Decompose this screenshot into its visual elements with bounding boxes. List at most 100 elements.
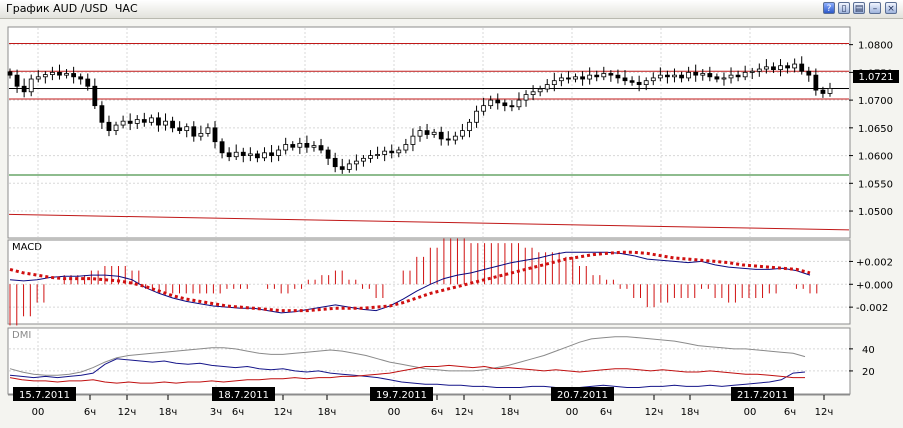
help-icon[interactable]: ?	[823, 2, 835, 14]
candle-body	[14, 74, 20, 87]
candle-body	[516, 99, 522, 108]
current-price-box	[853, 70, 899, 83]
candle-body	[106, 121, 112, 132]
candle-body	[474, 110, 479, 123]
candle-body	[198, 132, 204, 137]
candle-body	[120, 120, 126, 126]
candle-body	[339, 166, 345, 170]
time-tick-label: 18ч	[681, 407, 700, 418]
macd-tick-label: +0.002	[856, 257, 893, 268]
candle-body	[410, 135, 416, 145]
candle-body	[417, 130, 423, 137]
candle-body	[452, 135, 458, 141]
candle-body	[396, 149, 402, 154]
minimize-icon[interactable]: –	[869, 2, 881, 14]
macd-title: MACD	[12, 242, 42, 253]
time-tick-label: 6ч	[784, 407, 796, 418]
chart-area[interactable]: 1.08001.07501.07001.06501.06001.05501.05…	[0, 18, 903, 428]
candle-body	[721, 77, 727, 80]
candle-body	[622, 77, 628, 82]
candle-body	[778, 65, 783, 71]
restore-icon[interactable]: ▯	[838, 2, 850, 14]
date-label-box	[551, 387, 614, 401]
candle-body	[502, 102, 508, 107]
price-tick-label: 1.0700	[858, 96, 893, 107]
candle-body	[509, 105, 515, 108]
candle-body	[785, 65, 790, 69]
date-label: 20.7.2011	[557, 390, 608, 401]
time-tick-label: 6ч	[232, 407, 244, 418]
price-tick-label: 1.0800	[858, 41, 893, 52]
macd-panel[interactable]	[7, 239, 851, 325]
candle-body	[615, 74, 621, 79]
candle-body	[799, 63, 805, 72]
price-tick-label: 1.0550	[858, 179, 893, 190]
candle-body	[806, 70, 812, 76]
candle-body	[113, 124, 119, 132]
candle-body	[403, 144, 409, 151]
time-tick-label: 6ч	[84, 407, 96, 418]
candle-body	[368, 155, 373, 159]
candle-body	[544, 84, 550, 90]
date-label-box	[731, 387, 794, 401]
window-title: График AUD /USD ЧАС	[6, 2, 138, 15]
candle-body	[346, 163, 352, 170]
candle-body	[353, 160, 359, 165]
candle-body	[92, 85, 98, 107]
candle-body	[657, 74, 663, 79]
price-tick-label: 1.0500	[858, 207, 893, 218]
candle-body	[64, 73, 69, 76]
candle-body	[134, 119, 140, 124]
candle-body	[580, 76, 585, 80]
tile-icon[interactable]: ▤	[853, 2, 865, 14]
time-tick-label: 12ч	[815, 407, 834, 418]
time-tick-label: 12ч	[455, 407, 474, 418]
candle-body	[523, 94, 529, 101]
candle-body	[714, 76, 720, 80]
time-tick-label: 12ч	[118, 407, 137, 418]
candle-body	[35, 76, 41, 80]
trend-line	[8, 213, 850, 231]
time-tick-label: 18ч	[501, 407, 520, 418]
title-bar[interactable]: График AUD /USD ЧАС ? ▯ ▤ – ×	[0, 0, 903, 19]
candle-body	[148, 117, 154, 123]
time-tick-label: 6ч	[431, 407, 443, 418]
candle-body	[163, 120, 168, 126]
macd-signal-line	[9, 250, 811, 313]
time-tick-label: 00	[744, 407, 757, 418]
candle-body	[650, 77, 656, 82]
candle-body	[771, 66, 776, 71]
time-tick-label: 6ч	[600, 407, 612, 418]
candle-body	[707, 73, 713, 78]
date-label-box	[13, 387, 76, 401]
candle-body	[665, 74, 670, 78]
current-price-label: 1.0721	[859, 72, 894, 83]
candle-body	[827, 88, 833, 94]
price-tick-label: 1.0600	[858, 152, 893, 163]
candle-body	[21, 85, 27, 93]
candle-body	[629, 80, 635, 83]
close-icon[interactable]: ×	[885, 2, 897, 14]
time-tick-label: 18ч	[318, 407, 337, 418]
candle-body	[537, 88, 543, 93]
candle-body	[735, 74, 741, 78]
candle-body	[643, 80, 649, 85]
date-label-box	[370, 387, 433, 401]
candle-body	[467, 121, 472, 132]
candle-body	[184, 126, 190, 132]
candle-body	[212, 127, 218, 143]
candle-body	[375, 154, 380, 156]
candle-body	[325, 149, 331, 159]
candle-body	[127, 120, 133, 124]
time-tick-label: 00	[32, 407, 45, 418]
time-tick-label: 12ч	[274, 407, 293, 418]
date-label: 15.7.2011	[19, 390, 70, 401]
candle-body	[297, 142, 303, 148]
dmi-minus-di-line	[9, 364, 805, 384]
price-tick-label: 1.0650	[858, 124, 893, 135]
candle-body	[311, 145, 317, 148]
time-tick-label: 00	[566, 407, 579, 418]
candle-body	[240, 151, 246, 156]
time-tick-label: 3ч	[210, 407, 222, 418]
